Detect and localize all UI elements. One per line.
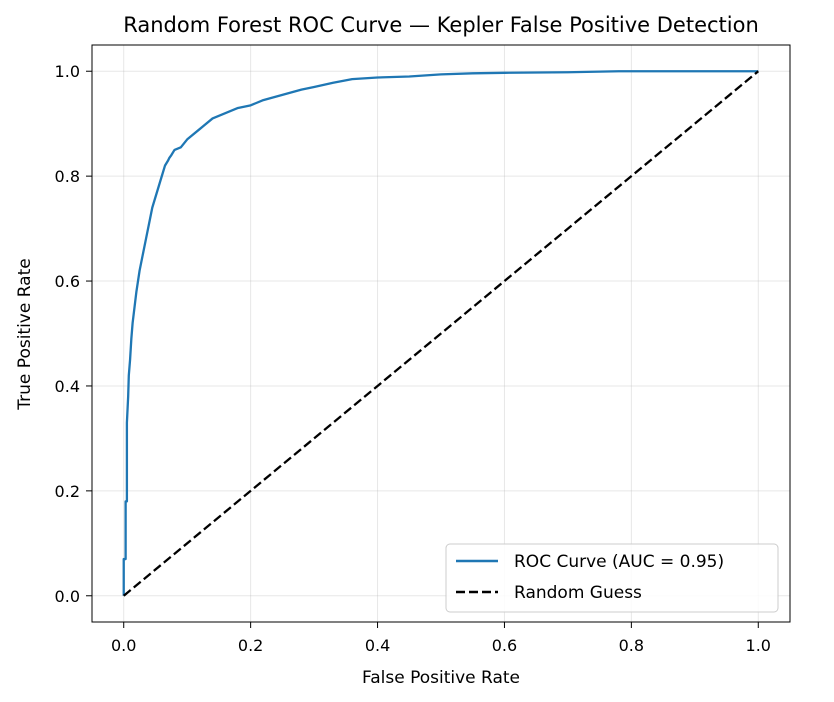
y-tick-label: 1.0 bbox=[55, 62, 80, 81]
random-guess-line bbox=[122, 70, 760, 597]
y-tick-label: 0.0 bbox=[55, 587, 80, 606]
legend-box bbox=[445, 543, 779, 613]
legend-roc-label: ROC Curve (AUC = 0.95) bbox=[514, 552, 724, 572]
x-tick-label: 1.0 bbox=[746, 636, 771, 655]
ticks: 0.0 0.2 0.4 0.6 0.8 1.0 0.0 0.2 0.4 0.6 0.8 1.0 bbox=[55, 62, 771, 655]
legend-random-label: Random Guess bbox=[514, 583, 642, 603]
plot-area bbox=[122, 70, 760, 597]
axes-frame bbox=[91, 44, 791, 623]
x-tick-label: 0.6 bbox=[492, 636, 517, 655]
grid bbox=[92, 45, 790, 622]
x-tick-label: 0.4 bbox=[365, 636, 390, 655]
y-axis-label: True Positive Rate bbox=[15, 258, 35, 410]
y-tick-label: 0.4 bbox=[55, 377, 80, 396]
x-tick-label: 0.0 bbox=[111, 636, 136, 655]
x-tick-label: 0.8 bbox=[619, 636, 644, 655]
y-tick-label: 0.8 bbox=[55, 167, 80, 186]
chart-title: Random Forest ROC Curve — Kepler False P… bbox=[123, 13, 759, 37]
x-tick-label: 0.2 bbox=[238, 636, 263, 655]
y-tick-label: 0.2 bbox=[55, 482, 80, 501]
x-axis-label: False Positive Rate bbox=[362, 668, 520, 688]
y-tick-label: 0.6 bbox=[55, 272, 80, 291]
legend: ROC Curve (AUC = 0.95) Random Guess bbox=[445, 543, 779, 613]
roc-curve-line bbox=[122, 70, 759, 596]
